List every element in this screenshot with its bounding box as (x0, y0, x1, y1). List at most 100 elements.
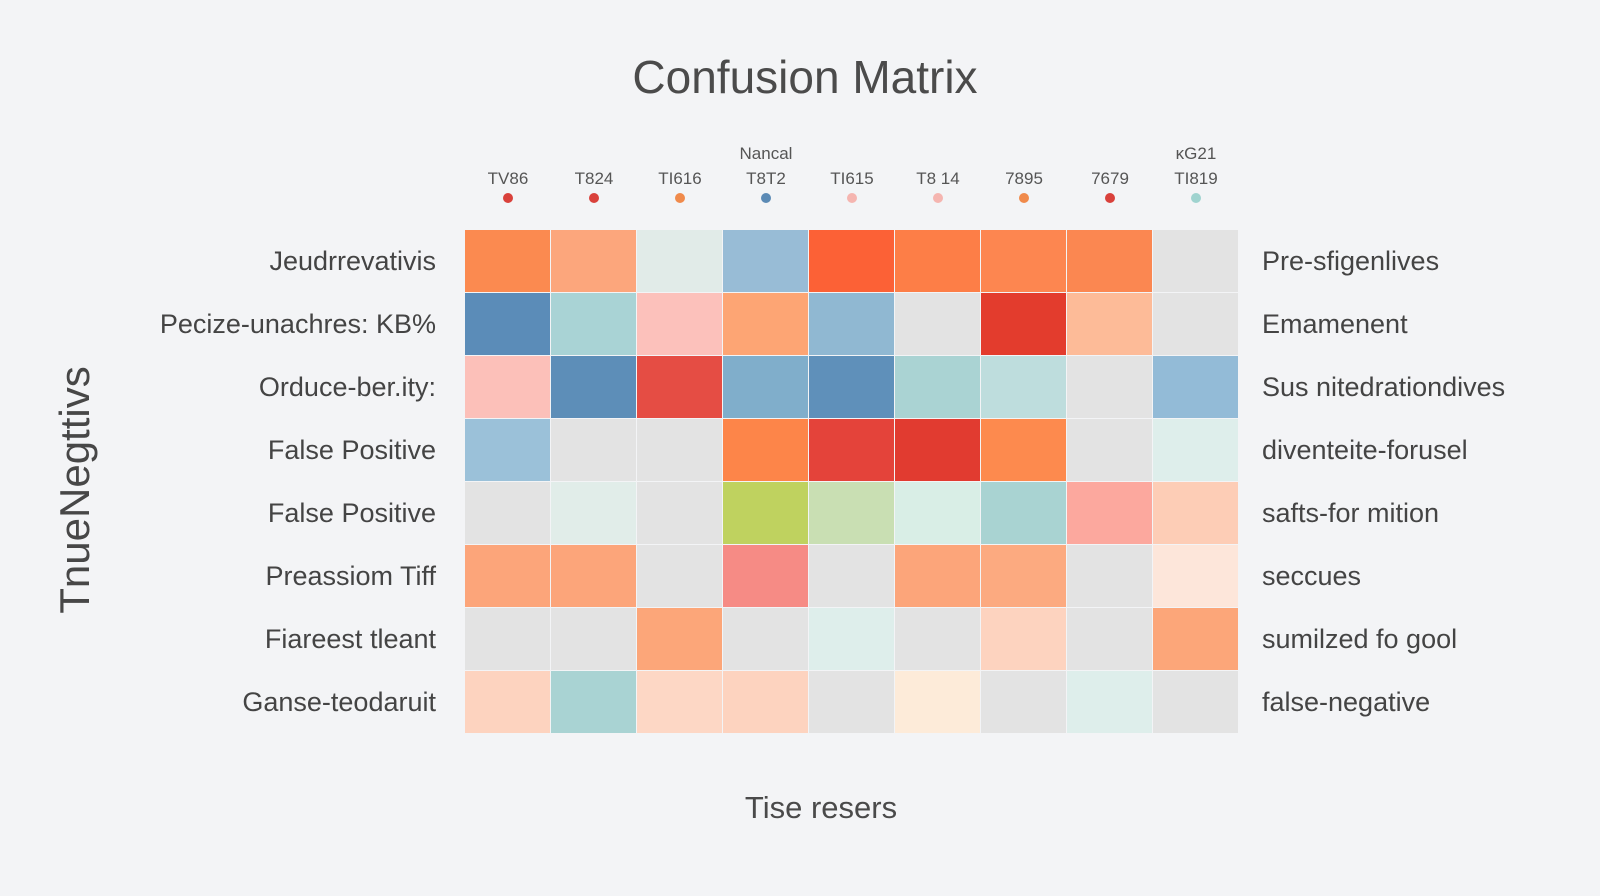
column-marker-dot (1019, 193, 1029, 203)
column-header-label: TI616 (658, 169, 702, 188)
heatmap-cell (809, 671, 894, 733)
row-label: Preassiom Tiff (265, 561, 436, 591)
heatmap-cell (723, 230, 808, 292)
row-label-right: sumilzed fo gool (1262, 624, 1458, 654)
column-header-top-label: κG21 (1175, 144, 1217, 163)
heatmap-cell (723, 545, 808, 607)
column-header-label: 7895 (1005, 169, 1043, 188)
heatmap-cell (637, 419, 722, 481)
heatmap-cell (551, 356, 636, 418)
heatmap-cell (723, 671, 808, 733)
heatmap-cell (551, 671, 636, 733)
heatmap-cell (809, 545, 894, 607)
column-header-label: T824 (574, 169, 614, 188)
heatmap-cell (551, 419, 636, 481)
column-header-top-label: Nancal (739, 144, 793, 163)
heatmap-cell (809, 356, 894, 418)
heatmap-cell (723, 356, 808, 418)
heatmap-cell (551, 545, 636, 607)
heatmap-cell (1153, 482, 1238, 544)
heatmap-cell (1153, 293, 1238, 355)
row-label: Jeudrrevativis (269, 246, 436, 276)
column-header-label: TV86 (487, 169, 529, 188)
heatmap-cell (465, 608, 550, 670)
row-label: Pecize-unachres: KB% (159, 309, 436, 339)
heatmap-cell (981, 356, 1066, 418)
heatmap-cell (1067, 293, 1152, 355)
heatmap-cell (809, 293, 894, 355)
heatmap-cell (895, 293, 980, 355)
heatmap-cell (465, 482, 550, 544)
heatmap-cell (1067, 419, 1152, 481)
heatmap-cell (465, 356, 550, 418)
heatmap-cell (1153, 608, 1238, 670)
heatmap-cell (637, 482, 722, 544)
row-label-right: Sus nitedrationdives (1262, 372, 1506, 402)
heatmap-cell (895, 419, 980, 481)
heatmap-cell (637, 230, 722, 292)
row-label-right: safts-for mition (1262, 498, 1440, 528)
column-header-label: TI615 (830, 169, 874, 188)
heatmap-cell (1153, 545, 1238, 607)
heatmap-cell (981, 482, 1066, 544)
y-axis-label: TnueNegttivs (51, 366, 98, 614)
heatmap-cell (981, 608, 1066, 670)
heatmap-cell (895, 545, 980, 607)
heatmap-cell (895, 230, 980, 292)
heatmap-cell (637, 671, 722, 733)
column-marker-dot (933, 193, 943, 203)
heatmap-cell (637, 356, 722, 418)
column-marker-dot (503, 193, 513, 203)
column-header-label: T8 14 (916, 169, 960, 188)
heatmap-cell (895, 608, 980, 670)
heatmap-cell (637, 293, 722, 355)
heatmap-cell (1067, 545, 1152, 607)
heatmap-cell (981, 293, 1066, 355)
heatmap-cell (809, 482, 894, 544)
heatmap-cell (981, 671, 1066, 733)
chart-title: Confusion Matrix (632, 51, 978, 103)
heatmap-cell (895, 356, 980, 418)
row-label: False Positive (267, 435, 436, 465)
heatmap-cell (1153, 419, 1238, 481)
heatmap-cell (1067, 230, 1152, 292)
heatmap-cell (895, 482, 980, 544)
row-label-right: Pre-sfigenlives (1262, 246, 1440, 276)
heatmap-cell (1153, 356, 1238, 418)
column-marker-dot (675, 193, 685, 203)
heatmap-cell (723, 608, 808, 670)
row-label-right: false-negative (1262, 687, 1431, 717)
row-label: False Positive (267, 498, 436, 528)
row-label: Orduce-ber.ity: (258, 372, 436, 402)
heatmap-cell (465, 230, 550, 292)
heatmap-cell (551, 608, 636, 670)
heatmap-cell (637, 608, 722, 670)
heatmap-cell (895, 671, 980, 733)
heatmap-cell (809, 608, 894, 670)
column-header-label: 7679 (1091, 169, 1129, 188)
row-label: Fiareest tleant (264, 624, 436, 654)
heatmap-cell (465, 419, 550, 481)
heatmap-cell (1067, 356, 1152, 418)
column-marker-dot (847, 193, 857, 203)
heatmap-cell (723, 419, 808, 481)
column-header-label: T8T2 (746, 169, 786, 188)
heatmap-cell (1067, 608, 1152, 670)
heatmap-cell (981, 419, 1066, 481)
row-label-right: Emamenent (1262, 309, 1408, 339)
heatmap-cell (465, 293, 550, 355)
heatmap-cell (1153, 671, 1238, 733)
heatmap-cell (809, 230, 894, 292)
heatmap-cell (551, 482, 636, 544)
column-marker-dot (761, 193, 771, 203)
heatmap-cell (981, 545, 1066, 607)
column-marker-dot (1105, 193, 1115, 203)
heatmap-cell (723, 293, 808, 355)
heatmap-cell (723, 482, 808, 544)
heatmap-cell (1067, 482, 1152, 544)
heatmap-grid (465, 230, 1239, 734)
column-marker-dot (1191, 193, 1201, 203)
heatmap-cell (809, 419, 894, 481)
row-label: Ganse-teodaruit (242, 687, 436, 717)
heatmap-cell (551, 293, 636, 355)
